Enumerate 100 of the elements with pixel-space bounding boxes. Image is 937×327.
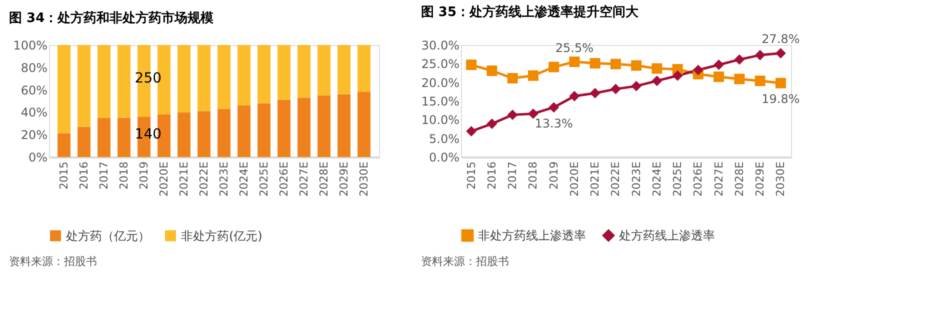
point	[610, 58, 621, 70]
bar	[118, 45, 130, 118]
bar	[298, 45, 310, 98]
bar	[238, 105, 250, 157]
point	[631, 60, 642, 71]
y-tick-label: 20.0%	[421, 76, 460, 90]
point	[590, 58, 600, 69]
point	[631, 80, 642, 92]
bar	[298, 98, 310, 157]
point	[466, 126, 477, 136]
chart-title: 图 35：处方药线上渗透率提升空间大	[420, 4, 640, 20]
text: 资料来源：招股书	[421, 255, 509, 268]
x-tick-label: 2019	[547, 162, 560, 190]
bar	[358, 45, 370, 92]
data-label: 19.8%	[762, 92, 800, 106]
x-tick-label: 2025E	[671, 161, 684, 196]
point	[714, 71, 724, 82]
legend-label: 非处方药(亿元)	[181, 228, 262, 243]
x-tick-label: 2024E	[238, 161, 250, 196]
x-tick-label: 2023E	[630, 161, 643, 196]
y-tick-label: 0.0%	[429, 150, 460, 164]
x-tick-label: 2020E	[158, 161, 170, 196]
bar	[258, 103, 270, 157]
bar	[98, 45, 110, 118]
point	[528, 108, 538, 119]
bar	[358, 92, 370, 157]
point	[754, 76, 766, 86]
x-tick-label: 2028E	[732, 161, 746, 196]
x-tick-label: 2017	[506, 162, 520, 190]
data-label: 25.5%	[555, 40, 594, 55]
x-tick-label: 2029E	[338, 161, 350, 196]
x-tick-label: 2018	[118, 162, 130, 190]
y-tick-label: 20%	[20, 128, 48, 142]
bar	[218, 108, 230, 157]
point	[507, 72, 518, 84]
x-tick-label: 2022E	[198, 161, 210, 196]
bar	[78, 126, 90, 157]
point	[652, 63, 662, 74]
bar	[78, 45, 90, 127]
x-tick-label: 2023E	[218, 161, 230, 196]
y-tick-label: 40%	[20, 106, 48, 120]
x-tick-label: 2024E	[650, 161, 664, 196]
bar	[178, 45, 190, 112]
point	[652, 76, 662, 86]
bar	[218, 45, 230, 109]
point	[775, 48, 786, 58]
point	[590, 88, 600, 98]
bar	[58, 45, 70, 134]
bar	[198, 45, 210, 112]
bar	[278, 45, 290, 100]
point	[569, 56, 580, 68]
x-tick-label: 2016	[78, 162, 90, 190]
point	[507, 110, 518, 120]
text: 资料来源：招股书	[9, 255, 97, 268]
bar	[318, 95, 330, 157]
y-tick-label: 25.0%	[421, 57, 460, 72]
bar	[98, 118, 110, 157]
y-tick-label: 30.0%	[421, 38, 460, 52]
x-tick-label: 2027E	[298, 161, 310, 196]
legend-label: 非处方药线上渗透率	[478, 228, 586, 243]
legend-label: 处方药（亿元）	[66, 228, 150, 243]
x-tick-label: 2015	[464, 162, 478, 190]
x-tick-label: 2022E	[609, 161, 622, 196]
x-tick-label: 2017	[98, 162, 110, 190]
point	[486, 66, 498, 76]
data-label: 27.8%	[762, 32, 800, 46]
point	[548, 102, 560, 113]
bar	[338, 94, 350, 157]
x-tick-label: 2027E	[712, 161, 726, 196]
x-tick-label: 2026E	[278, 161, 290, 196]
y-tick-label: 15.0%	[421, 94, 460, 108]
x-tick-label: 2018	[526, 162, 540, 190]
bar	[118, 118, 130, 157]
point	[775, 78, 786, 88]
x-tick-label: 2030E	[358, 161, 370, 196]
x-tick-label: 2021E	[588, 161, 602, 196]
bar	[58, 133, 70, 157]
x-tick-label: 2028E	[318, 161, 330, 196]
bar	[338, 45, 350, 94]
bar	[258, 45, 270, 104]
bar	[198, 111, 210, 157]
y-tick-label: 5.0%	[429, 132, 460, 146]
point	[548, 62, 560, 72]
point	[569, 90, 580, 102]
y-tick-label: 10.0%	[421, 113, 460, 128]
y-tick-label: 100%	[13, 38, 48, 52]
point	[466, 60, 477, 70]
point	[528, 70, 538, 81]
legend-label: 处方药线上渗透率	[619, 228, 715, 243]
data-label: 13.3%	[534, 116, 573, 130]
point	[754, 50, 766, 60]
y-tick-label: 0%	[28, 150, 48, 164]
bar	[318, 45, 330, 96]
x-tick-label: 2016	[485, 162, 498, 190]
point	[610, 84, 621, 94]
y-tick-label: 60%	[20, 83, 48, 98]
x-tick-label: 2021E	[178, 161, 190, 196]
x-tick-label: 2020E	[568, 161, 581, 196]
x-tick-label: 2029E	[754, 161, 767, 196]
x-tick-label: 2030E	[774, 161, 788, 196]
